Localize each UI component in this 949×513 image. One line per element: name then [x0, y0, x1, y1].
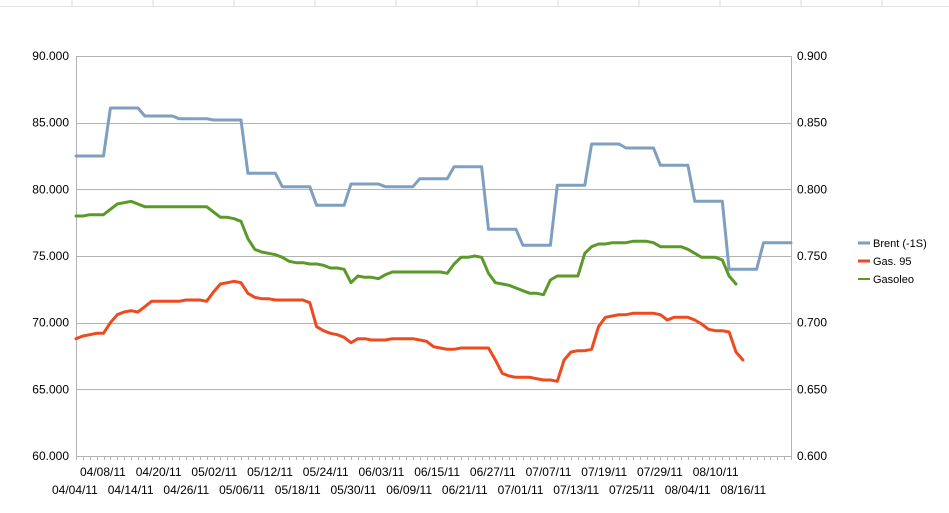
- legend-label: Gasoleo: [873, 274, 914, 286]
- legend: Brent (-1S) Gas. 95 Gasoleo: [858, 238, 927, 286]
- x-tick-label: 05/12/11: [247, 465, 293, 479]
- right-tick-label: 0.850: [797, 116, 827, 130]
- x-tick-label: 05/30/11: [331, 483, 377, 497]
- gridlines: [76, 56, 791, 457]
- x-tick-label: 05/18/11: [275, 483, 321, 497]
- right-tick-label: 0.650: [797, 382, 827, 396]
- left-axis-ticks: 60.000 65.000 70.000 75.000 80.000 85.000 90.0…: [32, 49, 69, 463]
- series-line: [74, 106, 793, 271]
- x-tick-label: 06/09/11: [386, 483, 432, 497]
- series-lines: [74, 106, 793, 383]
- x-tick-label: 04/08/11: [80, 465, 126, 479]
- x-tick-label: 05/06/11: [219, 483, 265, 497]
- axes: [76, 56, 792, 460]
- x-tick-label: 05/02/11: [191, 465, 237, 479]
- left-tick-label: 90.000: [32, 49, 69, 63]
- left-tick-label: 75.000: [32, 249, 69, 263]
- x-tick-label: 06/15/11: [414, 465, 460, 479]
- left-tick-label: 70.000: [32, 316, 69, 330]
- left-tick-label: 60.000: [32, 449, 69, 463]
- x-tick-label: 04/04/11: [52, 483, 98, 497]
- x-tick-label: 06/21/11: [442, 483, 488, 497]
- legend-label: Brent (-1S): [873, 238, 927, 250]
- right-tick-label: 0.600: [797, 449, 827, 463]
- x-tick-label: 07/29/11: [637, 465, 683, 479]
- series-line: [74, 199, 738, 297]
- left-tick-label: 65.000: [32, 382, 69, 396]
- x-tick-label: 07/25/11: [609, 483, 655, 497]
- x-tick-label: 05/24/11: [303, 465, 349, 479]
- x-tick-label: 07/07/11: [526, 465, 572, 479]
- x-tick-label: 08/16/11: [720, 483, 766, 497]
- x-tick-label: 04/14/11: [108, 483, 154, 497]
- x-tick-label: 08/04/11: [665, 483, 711, 497]
- x-tick-label: 07/19/11: [581, 465, 627, 479]
- right-tick-label: 0.900: [797, 49, 827, 63]
- left-tick-label: 85.000: [32, 116, 69, 130]
- legend-label: Gas. 95: [873, 256, 912, 268]
- x-tick-label: 06/27/11: [470, 465, 516, 479]
- x-tick-label: 06/03/11: [359, 465, 405, 479]
- x-axis-ticks: 04/08/11 04/20/11 05/02/11 05/12/11 05/24/11…: [52, 465, 767, 497]
- right-tick-label: 0.750: [797, 249, 827, 263]
- x-tick-label: 04/20/11: [136, 465, 182, 479]
- right-tick-label: 0.700: [797, 316, 827, 330]
- right-tick-label: 0.800: [797, 182, 827, 196]
- top-decorative-grid: [0, 0, 949, 7]
- left-tick-label: 80.000: [32, 182, 69, 196]
- series-line: [74, 279, 745, 383]
- right-axis-ticks: 0.600 0.650 0.700 0.750 0.800 0.850 0.900: [797, 49, 827, 463]
- x-tick-label: 04/26/11: [163, 483, 209, 497]
- x-tick-label: 07/01/11: [498, 483, 544, 497]
- x-tick-label: 07/13/11: [553, 483, 599, 497]
- x-tick-label: 08/10/11: [693, 465, 739, 479]
